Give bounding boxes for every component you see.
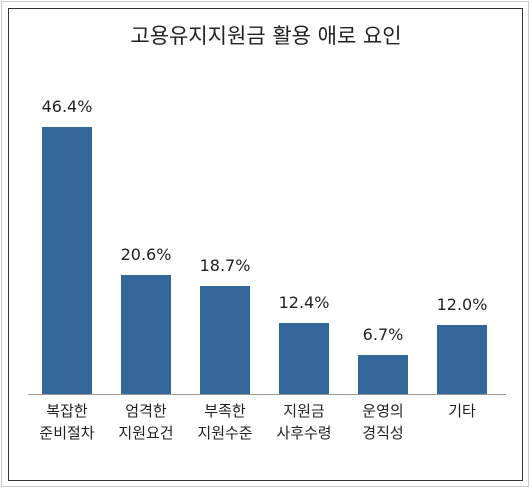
value-label: 6.7% — [362, 325, 404, 345]
bar — [121, 275, 171, 394]
frame — [8, 8, 523, 481]
bar — [42, 127, 92, 394]
value-label: 18.7% — [199, 256, 251, 276]
category-label: 운영의 경직성 — [362, 402, 404, 442]
bar — [200, 286, 250, 394]
category-label: 지원금 사후수령 — [276, 402, 332, 442]
value-label: 12.4% — [278, 292, 330, 312]
category-label: 복잡한 준비절차 — [39, 402, 95, 442]
bar — [358, 355, 408, 394]
value-label: 12.0% — [436, 294, 488, 314]
value-label: 20.6% — [120, 245, 172, 265]
baseline — [28, 394, 506, 395]
value-label: 46.4% — [41, 97, 93, 116]
bar — [437, 324, 487, 394]
bar — [279, 322, 329, 394]
chart-title: 고용유지지원금 활용 애로 요인 — [130, 24, 402, 48]
category-label: 부족한 지원수준 — [197, 402, 253, 442]
category-label: 엄격한 지원요건 — [118, 402, 174, 442]
category-label: 기타 — [448, 402, 476, 420]
